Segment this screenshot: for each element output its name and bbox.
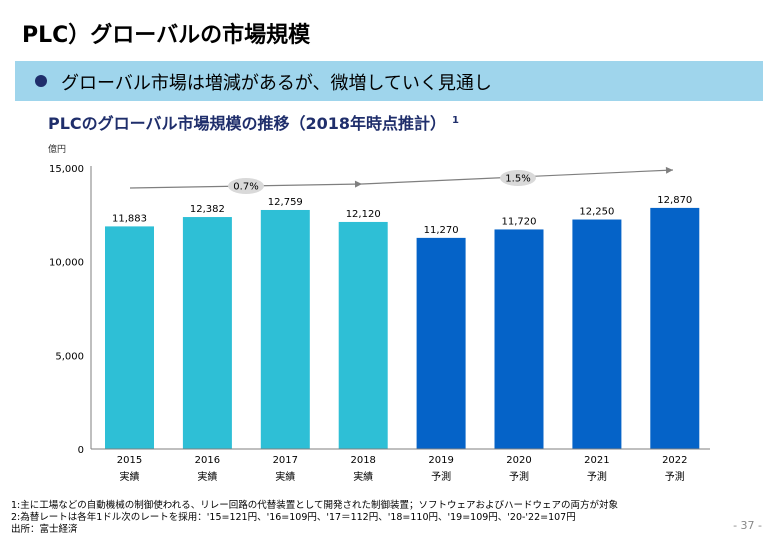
bar-2018: [338, 221, 388, 449]
x-sublabel-2017: 実績: [275, 470, 295, 483]
x-sublabel-2022: 予測: [665, 470, 685, 483]
bar-2019: [416, 237, 466, 449]
y-tick-label: 5,000: [55, 351, 84, 362]
bullet-icon: [35, 75, 47, 87]
cagr-label-1: 0.7%: [233, 182, 258, 193]
cagr-bubble-1: [228, 178, 264, 194]
y-tick-label: 15,000: [49, 164, 84, 175]
x-sublabel-2020: 予測: [509, 470, 529, 483]
bar-2017: [260, 209, 310, 449]
source-note: 出所：富士経済: [11, 524, 78, 535]
x-sublabel-2021: 予測: [587, 470, 607, 483]
x-tick-label-2018: 2018: [350, 455, 375, 466]
footnote-2: 2:為替レートは各年1ドル次のレートを採用：'15=121円、'16=109円、…: [11, 512, 576, 523]
bar-2016: [182, 217, 232, 449]
bar-2022: [650, 207, 700, 449]
x-tick-label-2022: 2022: [662, 455, 687, 466]
data-label-2022: 12,870: [657, 195, 692, 206]
x-tick-label-2021: 2021: [584, 455, 609, 466]
cagr-label-2: 1.5%: [505, 174, 530, 185]
data-label-2018: 12,120: [346, 209, 381, 220]
data-label-2016: 12,382: [190, 204, 225, 215]
summary-banner: グローバル市場は増減があるが、微増していく見通し: [15, 61, 763, 101]
x-tick-label-2020: 2020: [506, 455, 531, 466]
y-axis-unit-label: 億円: [48, 143, 66, 155]
summary-text: グローバル市場は増減があるが、微増していく見通し: [61, 73, 492, 94]
page-title: PLC）グローバルの市場規模: [22, 23, 311, 48]
chart-title-footnote: 1: [452, 115, 460, 126]
cagr-bubble-2: [500, 170, 536, 186]
footnote-1: 1:主に工場などの自動機械の制御使われる、リレー回路の代替装置として開発された制…: [11, 500, 618, 511]
x-tick-label-2015: 2015: [117, 455, 142, 466]
x-sublabel-2019: 予測: [431, 470, 451, 483]
x-sublabel-2015: 実績: [120, 470, 140, 483]
arrow-head-icon: [665, 166, 673, 174]
bar-2020: [494, 229, 544, 449]
chart-title-text: PLCのグローバル市場規模の推移（2018年時点推計）: [48, 114, 447, 133]
data-label-2017: 12,759: [268, 197, 303, 208]
x-sublabel-2018: 実績: [353, 470, 373, 483]
data-label-2019: 11,270: [424, 225, 459, 236]
x-tick-label-2019: 2019: [428, 455, 453, 466]
y-tick-label: 0: [78, 445, 84, 456]
data-label-2020: 11,720: [502, 216, 537, 227]
bar-2021: [572, 219, 622, 449]
page-number: - 37 -: [733, 519, 762, 532]
x-tick-label-2016: 2016: [195, 455, 220, 466]
data-label-2015: 11,883: [112, 213, 147, 224]
data-label-2021: 12,250: [579, 207, 614, 218]
y-tick-label: 10,000: [49, 258, 84, 269]
bar-2015: [105, 226, 154, 449]
footnotes: 1:主に工場などの自動機械の制御使われる、リレー回路の代替装置として開発された制…: [11, 500, 618, 536]
x-sublabel-2016: 実績: [197, 470, 217, 483]
arrow-head-icon: [354, 180, 362, 188]
x-tick-label-2017: 2017: [273, 455, 298, 466]
chart-title: PLCのグローバル市場規模の推移（2018年時点推計） 1: [48, 110, 459, 134]
